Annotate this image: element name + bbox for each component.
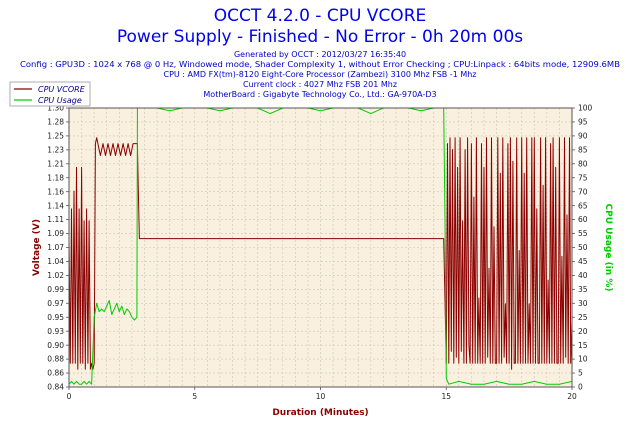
y2-tick-label: 75 [578, 173, 588, 182]
y-tick-label: 0.90 [47, 341, 64, 350]
y2-tick-label: 45 [578, 257, 588, 266]
y-tick-label: 0.88 [47, 355, 64, 364]
y-tick-label: 1.14 [47, 201, 64, 210]
y-tick-label: 0.95 [47, 313, 64, 322]
x-tick-label: 0 [67, 392, 72, 401]
y2-tick-label: 15 [578, 341, 588, 350]
y2-tick-label: 80 [578, 159, 588, 168]
y2-tick-label: 85 [578, 145, 588, 154]
y2-tick-label: 5 [578, 369, 583, 378]
y2-tick-label: 65 [578, 201, 588, 210]
y-tick-label: 1.21 [47, 159, 64, 168]
y-tick-label: 1.28 [47, 118, 64, 127]
y-tick-label: 1.16 [47, 187, 64, 196]
info-cpu: CPU : AMD FX(tm)-8120 Eight-Core Process… [163, 70, 476, 79]
y-tick-label: 1.07 [47, 243, 64, 252]
info-motherboard: MotherBoard : Gigabyte Technology Co., L… [203, 90, 436, 99]
x-tick-label: 20 [567, 392, 577, 401]
y2-tick-label: 25 [578, 313, 588, 322]
y2-tick-label: 40 [578, 271, 588, 280]
y2-tick-label: 95 [578, 118, 588, 127]
y-tick-label: 0.84 [47, 383, 64, 392]
y-axis-label: Voltage (V) [32, 219, 42, 276]
y-tick-label: 1.18 [47, 173, 64, 182]
axes: 0.84 0.86 0.88 0.90 0.93 0.95 0.97 0.99 1.02 1.04… [32, 104, 613, 418]
y2-tick-label: 100 [578, 104, 593, 113]
y-tick-label: 1.04 [47, 257, 64, 266]
y2-axis-label: CPU Usage (in %) [603, 204, 613, 292]
y2-tick-label: 55 [578, 229, 588, 238]
legend-label: CPU VCORE [38, 85, 86, 94]
y-tick-label: 0.93 [47, 327, 64, 336]
y-tick-label: 0.86 [47, 369, 64, 378]
x-tick-label: 10 [316, 392, 326, 401]
y-tick-label: 1.25 [47, 132, 64, 141]
y2-tick-label: 60 [578, 215, 588, 224]
y-tick-label: 1.02 [47, 271, 64, 280]
x-tick-label: 5 [192, 392, 197, 401]
y-tick-label: 0.97 [47, 299, 64, 308]
y2-tick-label: 30 [578, 299, 588, 308]
x-tick-label: 15 [441, 392, 451, 401]
y-tick-label: 1.09 [47, 229, 64, 238]
y2-tick-label: 90 [578, 132, 588, 141]
chart-subtitle: Power Supply - Finished - No Error - 0h … [117, 27, 523, 47]
series-cpu-vcore-line [68, 137, 573, 370]
x-axis-label: Duration (Minutes) [272, 408, 368, 418]
y2-tick-label: 50 [578, 243, 588, 252]
legend-label: CPU Usage [38, 96, 82, 105]
y2-tick-label: 0 [578, 383, 583, 392]
legend-box [9, 81, 91, 107]
y2-tick-label: 35 [578, 285, 588, 294]
chart-title: OCCT 4.2.0 - CPU VCORE [214, 6, 427, 26]
chart-header: OCCT 4.2.0 - CPU VCORE Power Supply - Fi… [20, 6, 620, 99]
y2-tick-label: 20 [578, 327, 588, 336]
info-clock: Current clock : 4027 Mhz FSB 201 Mhz [243, 80, 397, 89]
info-config: Config : GPU3D : 1024 x 768 @ 0 Hz, Wind… [20, 60, 620, 69]
legend: CPU VCORE CPU Usage [9, 81, 91, 107]
y2-tick-label: 10 [578, 355, 588, 364]
y-tick-label: 1.30 [47, 104, 64, 113]
y-tick-label: 0.99 [47, 285, 64, 294]
y2-tick-label: 70 [578, 187, 588, 196]
y-tick-label: 1.23 [47, 145, 64, 154]
info-generated: Generated by OCCT : 2012/03/27 16:35:40 [234, 50, 406, 59]
y-tick-label: 1.11 [47, 215, 64, 224]
